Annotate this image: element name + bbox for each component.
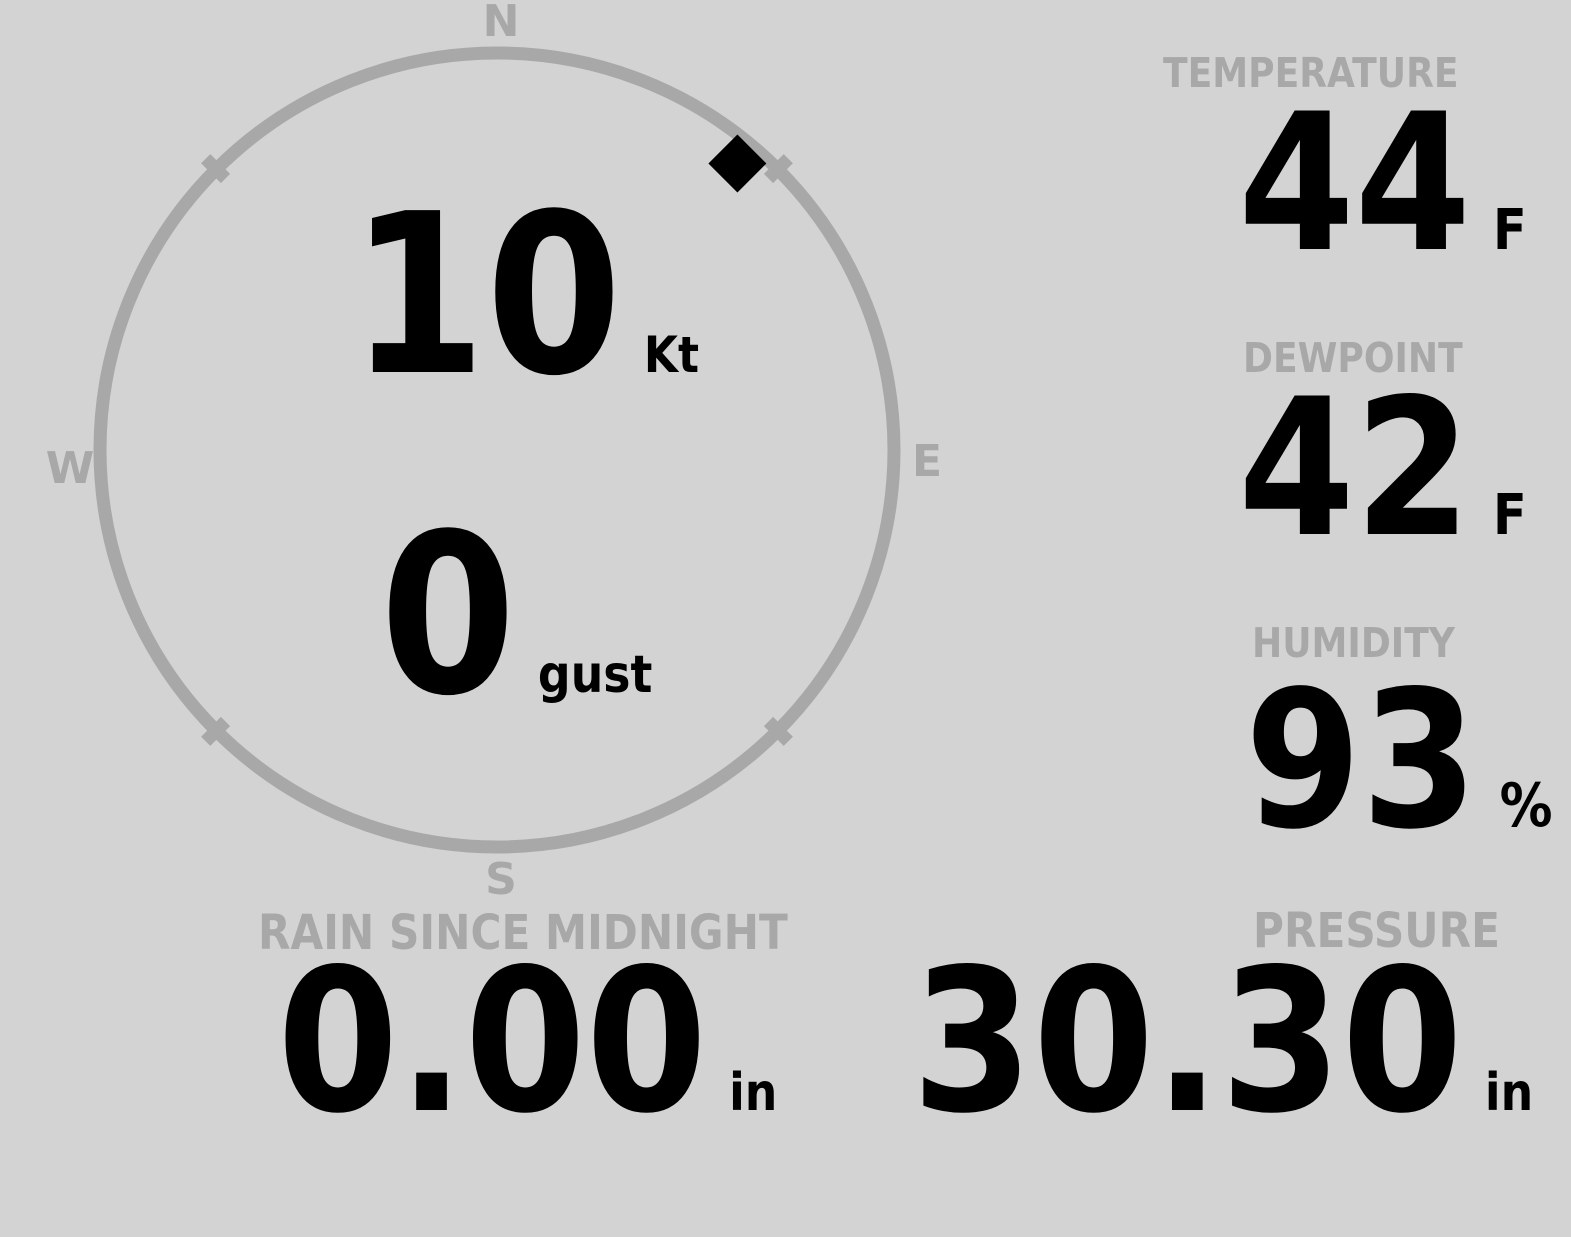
tick-se <box>763 716 793 746</box>
humidity-unit: % <box>1500 771 1553 841</box>
dewpoint-unit: F <box>1493 483 1527 548</box>
wind-gust: 0 gust <box>380 505 652 727</box>
dewpoint-value: 42 <box>1238 358 1472 579</box>
rain-reading: 0.00 in <box>277 943 777 1141</box>
temperature-reading: 44 F <box>1239 89 1527 279</box>
rain-value: 0.00 <box>276 926 707 1157</box>
pressure-unit: in <box>1484 1063 1533 1123</box>
humidity-reading: 93 % <box>1245 666 1553 856</box>
compass-ring <box>93 46 901 854</box>
wind-speed: 10 Kt <box>350 185 699 407</box>
cardinal-east-label: E <box>911 436 943 487</box>
humidity-value: 93 <box>1245 650 1479 871</box>
temperature-label: TEMPERATURE <box>1163 49 1459 97</box>
temperature-value: 44 <box>1238 73 1472 294</box>
tick-ne <box>763 154 793 184</box>
temperature-unit: F <box>1493 198 1527 263</box>
pressure-reading: 30.30 in <box>912 943 1533 1141</box>
rain-unit: in <box>728 1063 777 1123</box>
tick-nw <box>201 154 231 184</box>
cardinal-north-label: N <box>482 0 520 47</box>
dewpoint-label: DEWPOINT <box>1243 334 1463 382</box>
pressure-label: PRESSURE <box>1253 903 1500 959</box>
dewpoint-reading: 42 F <box>1239 374 1527 564</box>
humidity-label: HUMIDITY <box>1252 619 1455 667</box>
wind-direction-marker <box>708 134 767 193</box>
wind-speed-unit: Kt <box>643 326 700 384</box>
cardinal-west-label: W <box>45 443 95 494</box>
compass-intercardinal-ticks <box>201 154 793 746</box>
rain-label: RAIN SINCE MIDNIGHT <box>258 905 788 961</box>
wind-speed-value: 10 <box>350 167 622 425</box>
cardinal-south-label: S <box>485 854 517 905</box>
wind-gust-value: 0 <box>380 487 516 745</box>
wind-compass <box>93 46 901 854</box>
pressure-value: 30.30 <box>911 926 1463 1157</box>
wind-gust-unit: gust <box>537 645 653 705</box>
tick-sw <box>201 716 231 746</box>
